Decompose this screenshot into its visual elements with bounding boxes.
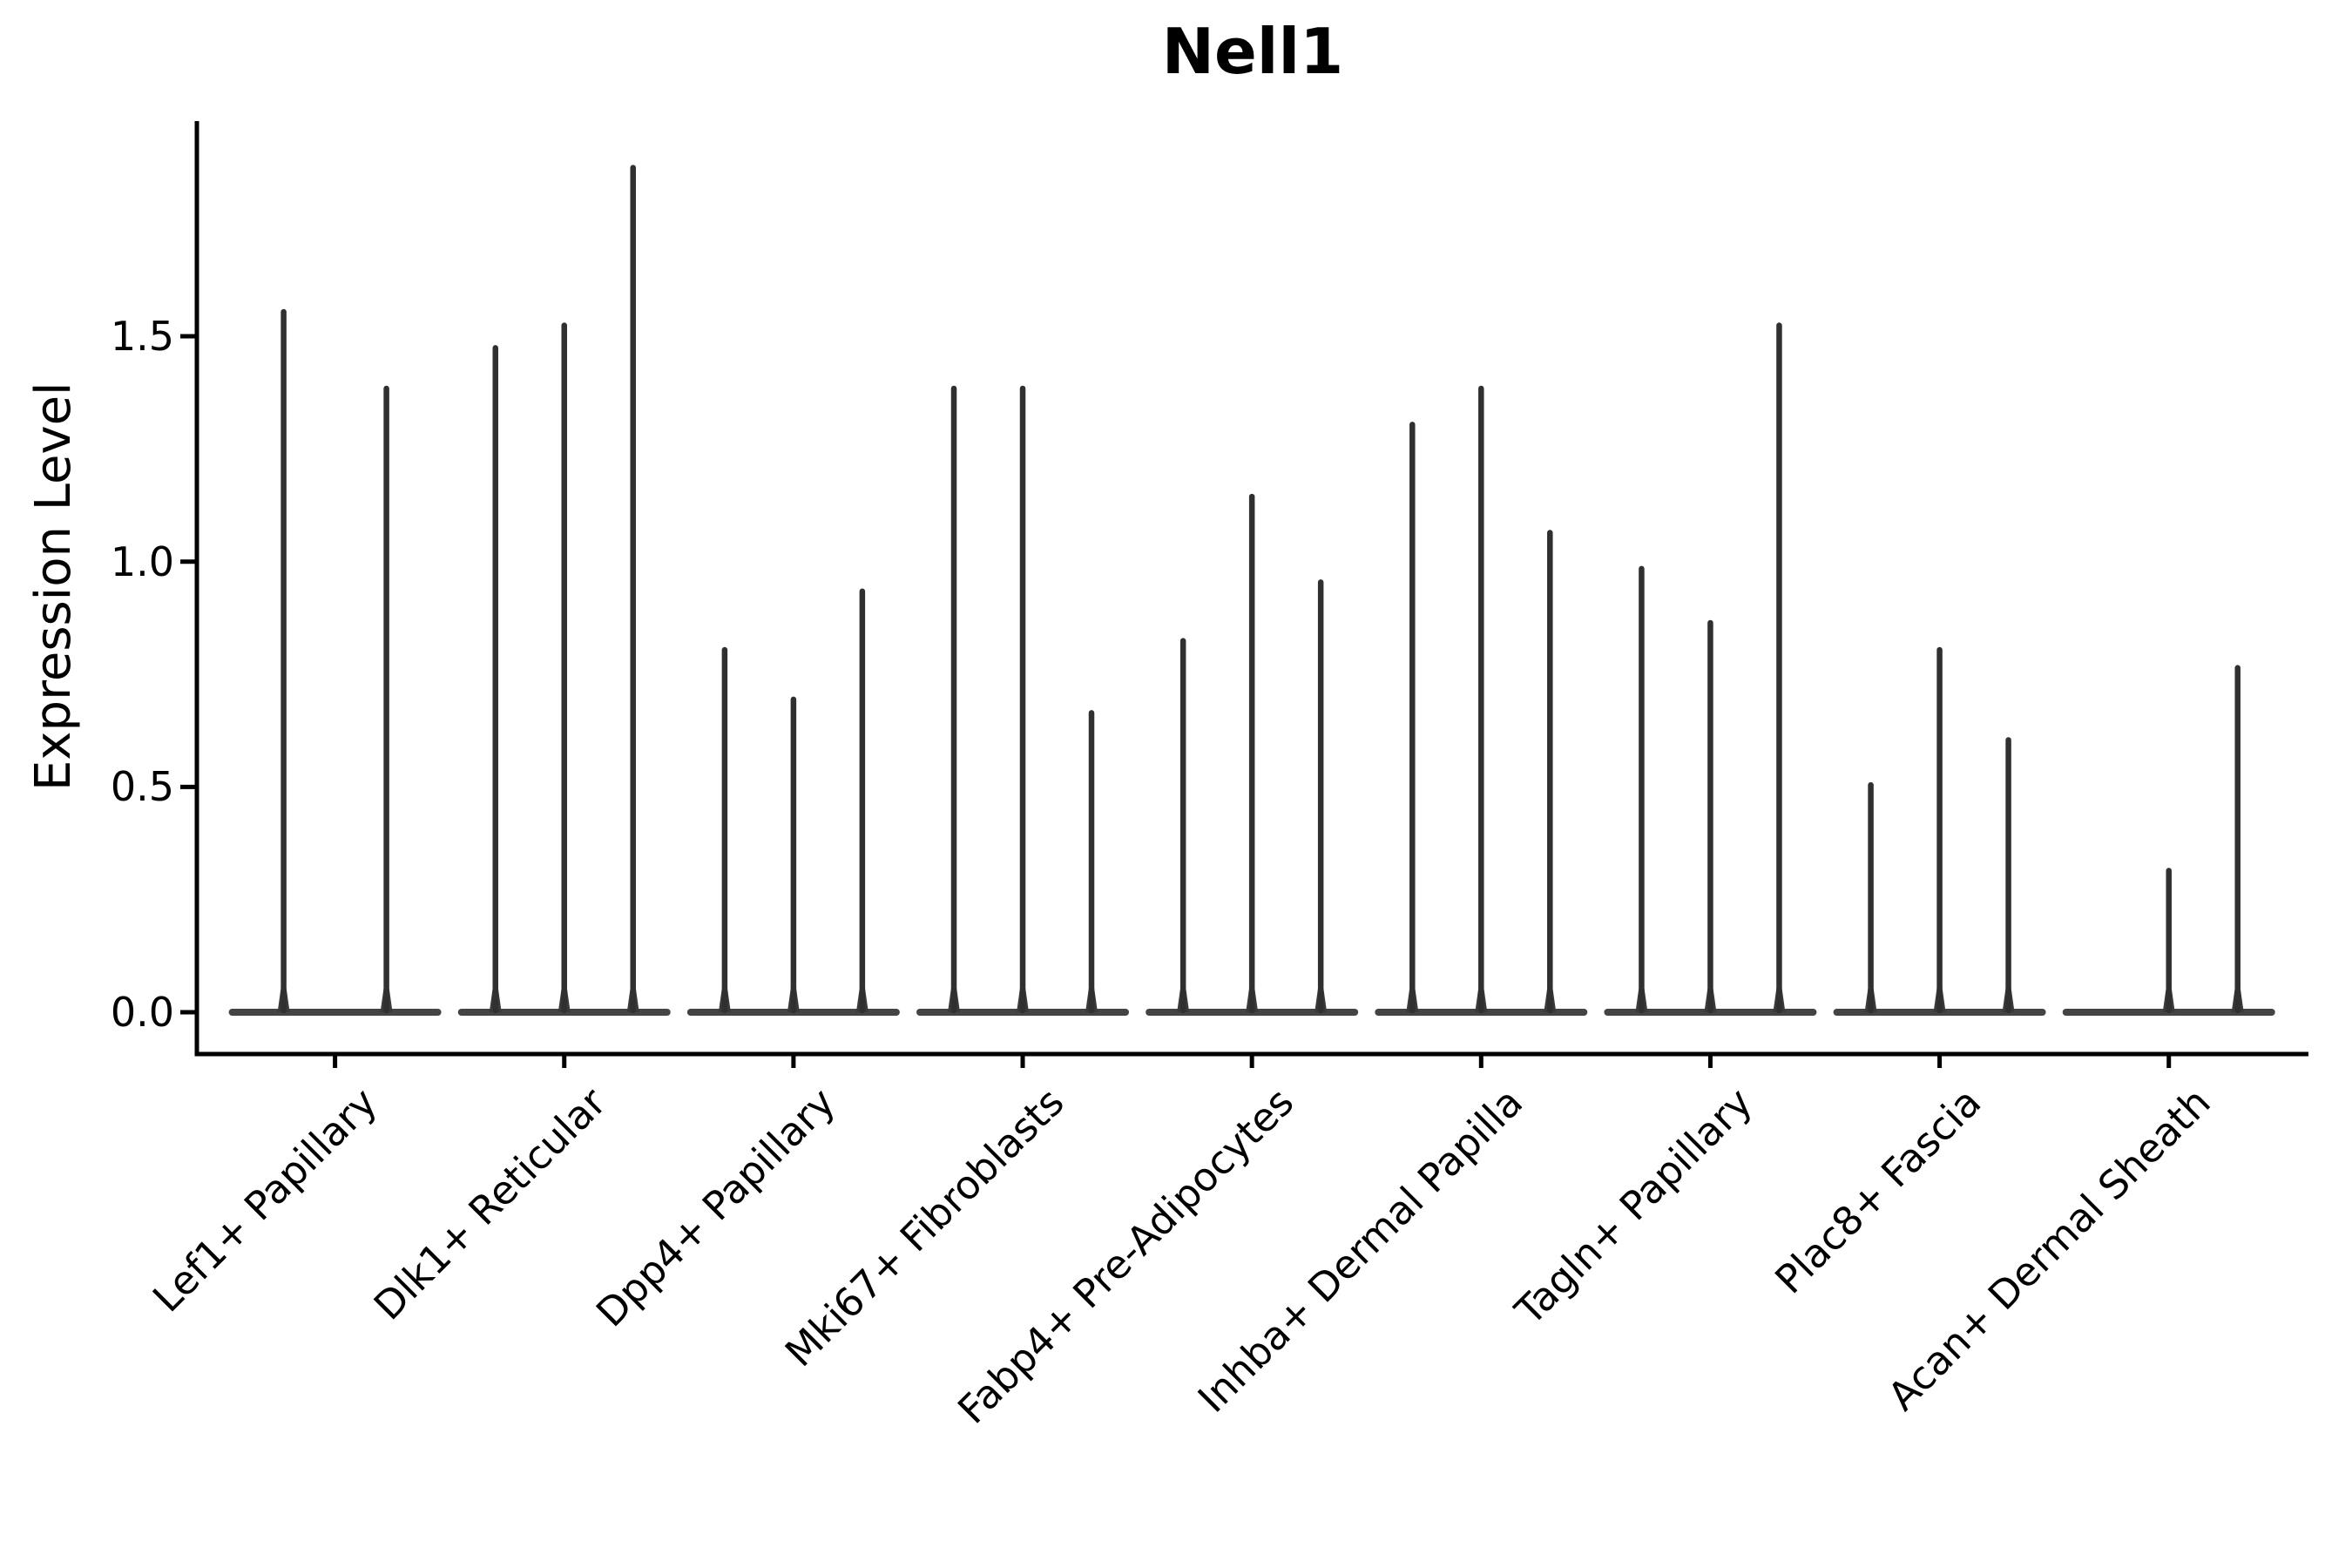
y-tick-label: 0.0 <box>110 989 174 1036</box>
chart-title: Nell1 <box>1161 15 1344 88</box>
y-tick-label: 1.5 <box>110 313 174 361</box>
y-tick-label: 0.5 <box>110 763 174 811</box>
y-tick-label: 1.0 <box>110 537 174 585</box>
